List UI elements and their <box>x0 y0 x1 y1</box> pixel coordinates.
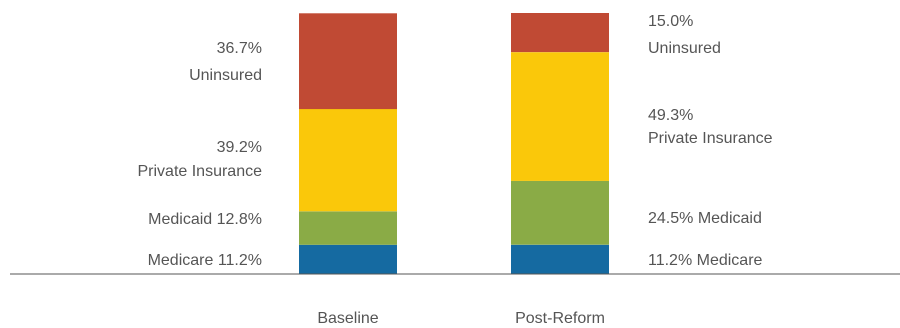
x-tick-label-post-reform: Post-Reform <box>515 310 605 327</box>
baseline-uninsured-name-label: Uninsured <box>189 67 262 84</box>
post-reform-uninsured-name-label: Uninsured <box>648 40 721 57</box>
bar-group <box>299 13 609 274</box>
bar-baseline-medicare <box>299 244 397 274</box>
bar-post-reform-medicaid <box>511 180 609 245</box>
baseline-private-name-label: Private Insurance <box>137 163 262 180</box>
baseline-medicaid-label: Medicaid 12.8% <box>148 211 262 228</box>
bar-post-reform-medicare <box>511 244 609 274</box>
baseline-medicare-label: Medicare 11.2% <box>148 252 262 269</box>
post-reform-medicaid-label: 24.5% Medicaid <box>648 210 762 227</box>
bar-baseline-private <box>299 109 397 212</box>
baseline-private-value-label: 39.2% <box>217 139 262 156</box>
bar-baseline-medicaid <box>299 211 397 245</box>
post-reform-uninsured-value-label: 15.0% <box>648 13 693 30</box>
x-tick-label-baseline: Baseline <box>317 310 378 327</box>
post-reform-private-name-label: Private Insurance <box>648 130 773 147</box>
bar-post-reform-private <box>511 52 609 181</box>
bar-post-reform-uninsured <box>511 13 609 53</box>
post-reform-private-value-label: 49.3% <box>648 107 693 124</box>
bar-baseline-uninsured <box>299 13 397 110</box>
baseline-uninsured-value-label: 36.7% <box>217 40 262 57</box>
post-reform-medicare-label: 11.2% Medicare <box>648 252 763 269</box>
